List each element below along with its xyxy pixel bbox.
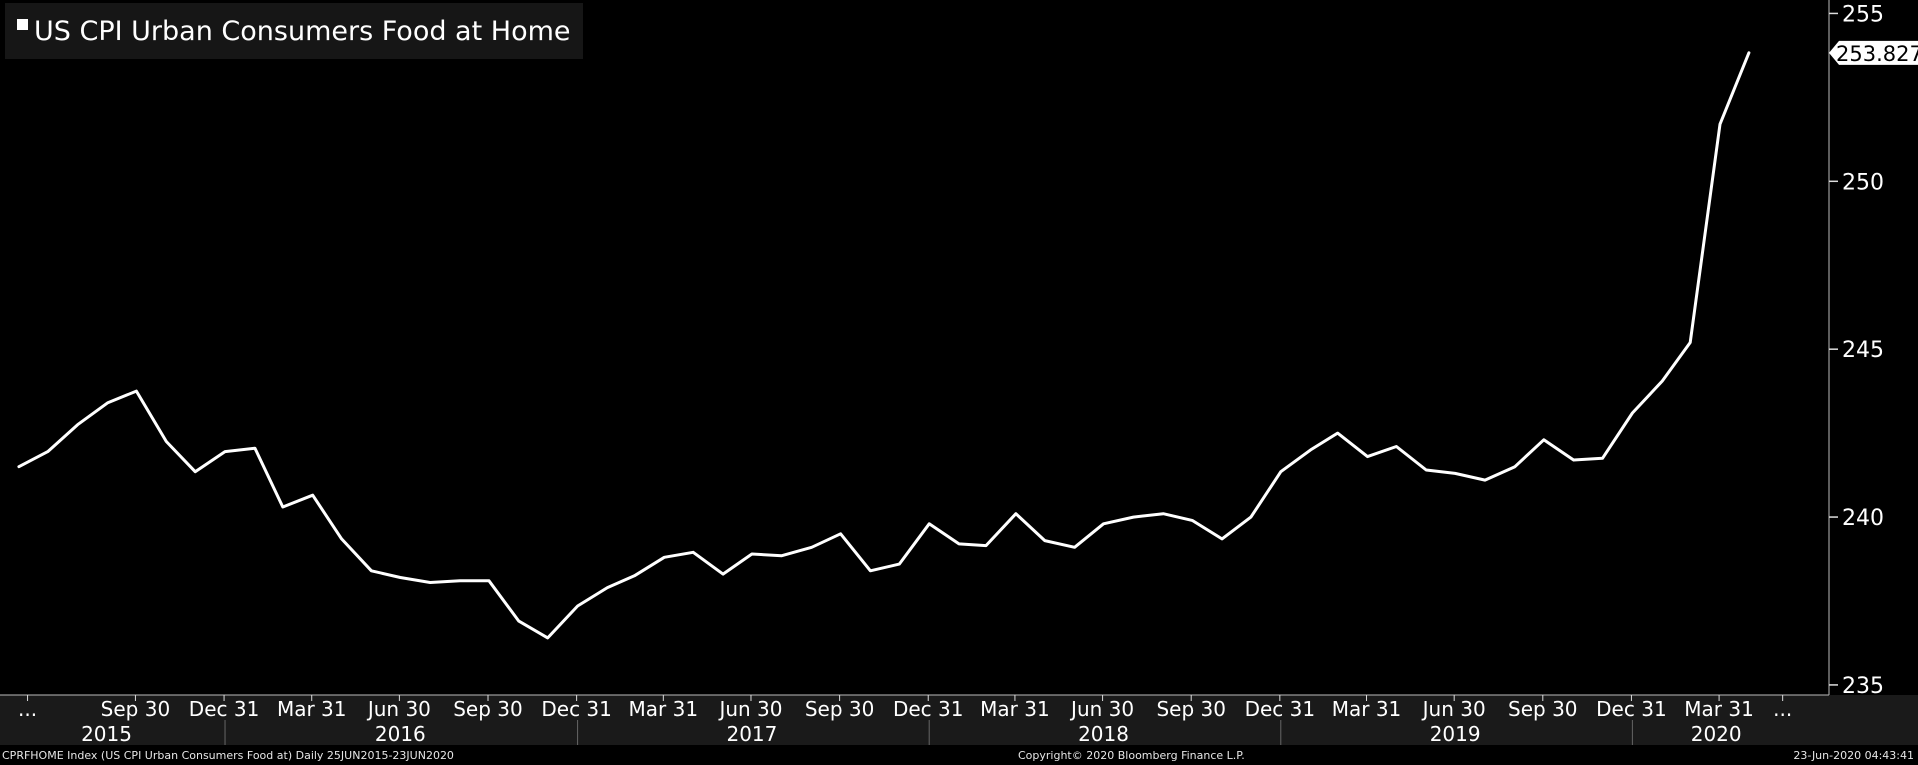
x-tick-label: ... (1773, 697, 1792, 721)
x-tick-label: Mar 31 (629, 697, 699, 721)
x-tick-label: Dec 31 (1596, 697, 1667, 721)
year-label: 2020 (1691, 722, 1742, 746)
year-label: 2018 (1078, 722, 1129, 746)
x-tick-label: Jun 30 (1421, 697, 1486, 721)
y-axis-ticks: 235 240 245 250 255 (1829, 2, 1884, 699)
x-axis-band (0, 695, 1918, 745)
last-value-marker: 253.827 (1829, 40, 1918, 66)
x-tick-label: Mar 31 (277, 697, 347, 721)
y-tick-label: 250 (1842, 170, 1884, 195)
x-tick-label: Jun 30 (717, 697, 782, 721)
footer-ticker-info: CPRFHOME Index (US CPI Urban Consumers F… (2, 749, 454, 762)
series-line-food-at-home (17, 51, 1751, 640)
x-tick-label: Sep 30 (453, 697, 523, 721)
year-label: 2015 (81, 722, 132, 746)
x-tick-label: Jun 30 (366, 697, 431, 721)
x-axis-year-labels: 2015 2016 2017 2018 2019 2020 (81, 722, 1742, 746)
y-tick-label: 235 (1842, 674, 1884, 699)
footer-copyright: Copyright© 2020 Bloomberg Finance L.P. (1018, 749, 1245, 762)
x-tick-label: Sep 30 (1508, 697, 1578, 721)
y-tick-label: 240 (1842, 506, 1884, 531)
x-tick-label: Mar 31 (980, 697, 1050, 721)
x-axis-ticks: ... Sep 30 Dec 31 Mar 31 Jun 30 Sep 30 Dec 31 M… (18, 695, 1792, 721)
y-tick-label: 255 (1842, 2, 1884, 27)
x-tick-label: Sep 30 (101, 697, 171, 721)
x-tick-label: Mar 31 (1684, 697, 1754, 721)
last-value-label: 253.827 (1836, 42, 1918, 66)
x-tick-label: Jun 30 (1069, 697, 1134, 721)
x-tick-label: Sep 30 (1156, 697, 1226, 721)
year-label: 2019 (1430, 722, 1481, 746)
x-tick-label: Sep 30 (805, 697, 875, 721)
year-label: 2016 (375, 722, 426, 746)
legend: US CPI Urban Consumers Food at Home (5, 3, 583, 59)
year-label: 2017 (726, 722, 777, 746)
x-tick-label: Dec 31 (189, 697, 260, 721)
legend-label: US CPI Urban Consumers Food at Home (34, 15, 571, 47)
footer-timestamp: 23-Jun-2020 04:43:41 (1793, 749, 1914, 762)
x-tick-label: ... (18, 697, 37, 721)
year-dividers (224, 720, 1633, 745)
x-tick-label: Dec 31 (1245, 697, 1316, 721)
y-tick-label: 245 (1842, 338, 1884, 363)
last-value-tag (1829, 40, 1918, 65)
x-tick-label: Mar 31 (1332, 697, 1402, 721)
x-tick-label: Dec 31 (541, 697, 612, 721)
legend-swatch (17, 18, 28, 30)
footer-bar: CPRFHOME Index (US CPI Urban Consumers F… (0, 745, 1918, 765)
x-tick-label: Dec 31 (893, 697, 964, 721)
